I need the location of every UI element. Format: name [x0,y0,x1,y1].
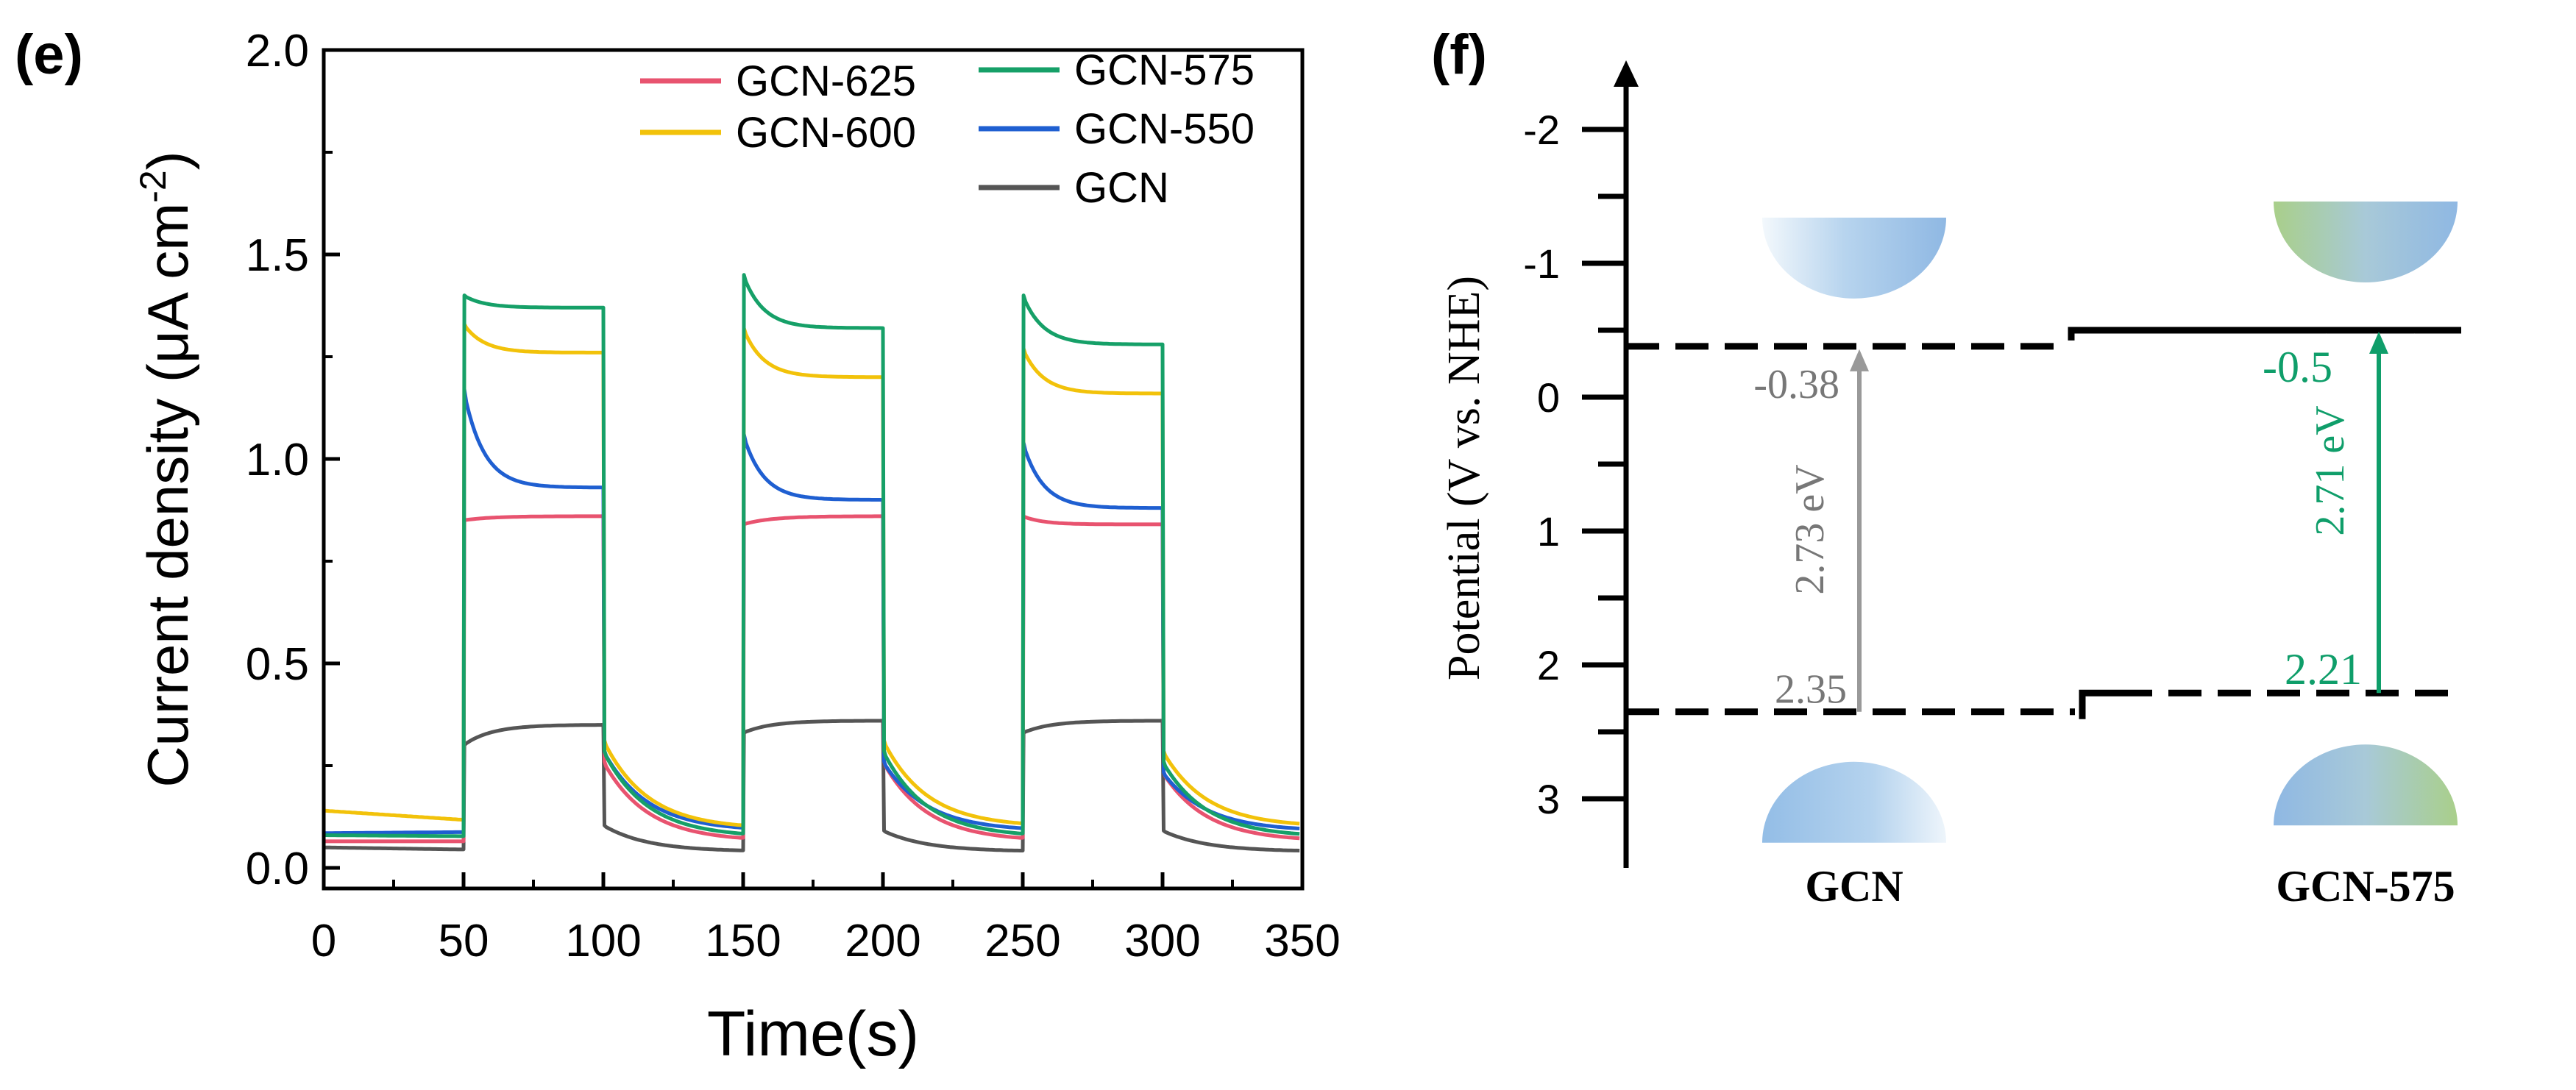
f-ticks-layer: -2 -1 0 1 2 3 [1523,107,1626,822]
e-series-line-gcn-625 [324,514,1300,844]
f-ytick-label: 3 [1537,776,1560,822]
e-series-line-gcn-600 [323,322,1300,827]
f-material-name: GCN [1805,862,1903,911]
panel-e-chart: (e) 0 50 100 150 200 250 300 350 0.0 0.5 1.0 1.5 2.0… [15,24,1341,1069]
f-axis-arrow-icon [1614,60,1639,87]
e-xtick-label: 0 [311,916,336,966]
f-cb-value-gcn575: -0.5 [2263,343,2332,391]
e-xlabel: Time(s) [707,999,919,1069]
e-ytick-label: 0.5 [246,639,309,690]
e-series-layer [323,273,1300,852]
e-ylabel-end: ) [135,151,200,170]
e-ytick-label: 1.5 [246,230,309,281]
e-legend-label: GCN-575 [1074,46,1255,94]
e-ylabel-sup: -2 [132,170,174,202]
f-vb-value-gcn575: 2.21 [2285,645,2362,694]
e-series-line-gcn-550 [324,388,1300,836]
e-ytick-label: 1.0 [246,435,309,485]
e-ticks-layer: 0 50 100 150 200 250 300 350 0.0 0.5 1.0 1.5 2.0 [246,26,1341,966]
e-xtick-label: 150 [705,916,781,966]
f-cb-blob-gcn [1762,217,1946,299]
panel-f-label: (f) [1431,24,1487,86]
panel-e-label: (e) [15,24,83,86]
e-xtick-label: 200 [845,916,920,966]
f-ytick-label: 1 [1537,508,1560,555]
f-ylabel: Potential (V vs. NHE) [1439,276,1489,680]
e-series-line-gcn-575 [324,273,1300,838]
e-xtick-label: 300 [1124,916,1200,966]
e-series-line-gcn [323,719,1300,852]
f-ytick-label: 0 [1537,374,1560,421]
f-ytick-label: 2 [1537,642,1560,688]
e-ylabel-main: Current density (μA cm [135,203,200,788]
panel-f-band-diagram: (f) -2 -1 0 1 2 3 Potential (V vs. NHE) -0.38… [1431,24,2461,911]
e-ytick-label: 2.0 [246,26,309,76]
f-cb-blob-gcn575 [2274,202,2458,282]
f-ytick-label: -1 [1523,241,1560,287]
f-vb-blob-gcn575 [2274,744,2458,826]
e-xtick-label: 250 [984,916,1060,966]
f-gap-arrow-gcn575-head-icon [2369,332,2388,354]
f-ytick-label: -2 [1523,107,1560,153]
e-legend-label: GCN-600 [736,109,916,157]
f-material-name: GCN-575 [2276,862,2455,911]
f-vb-step [2079,689,2119,719]
f-gap-value-gcn575: 2.71 eV [2307,405,2353,535]
f-gap-arrow-gcn-head-icon [1850,349,1869,371]
e-legend: GCN-625 GCN-575 GCN-600 GCN-550 GCN [640,46,1255,212]
f-vb-blob-gcn [1762,761,1946,843]
e-legend-label: GCN-625 [736,57,916,105]
e-xtick-label: 50 [439,916,489,966]
f-cb-value-gcn: -0.38 [1753,362,1839,407]
e-xtick-label: 350 [1264,916,1340,966]
e-legend-label: GCN-550 [1074,105,1255,153]
e-ylabel: Current density (μA cm-2) [132,151,200,787]
f-diagram-layer: -0.38 2.35 2.73 eV -0.5 2.21 2.71 eV GCN GCN-57… [1626,202,2461,911]
e-xtick-label: 100 [565,916,641,966]
e-ytick-label: 0.0 [246,844,309,894]
f-vb-value-gcn: 2.35 [1775,667,1847,713]
e-legend-label: GCN [1074,164,1169,212]
f-gap-value-gcn: 2.73 eV [1787,464,1833,594]
